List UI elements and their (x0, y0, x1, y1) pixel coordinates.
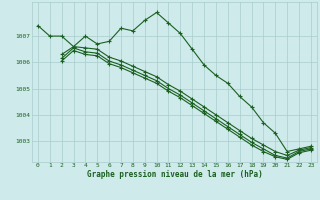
X-axis label: Graphe pression niveau de la mer (hPa): Graphe pression niveau de la mer (hPa) (86, 170, 262, 179)
